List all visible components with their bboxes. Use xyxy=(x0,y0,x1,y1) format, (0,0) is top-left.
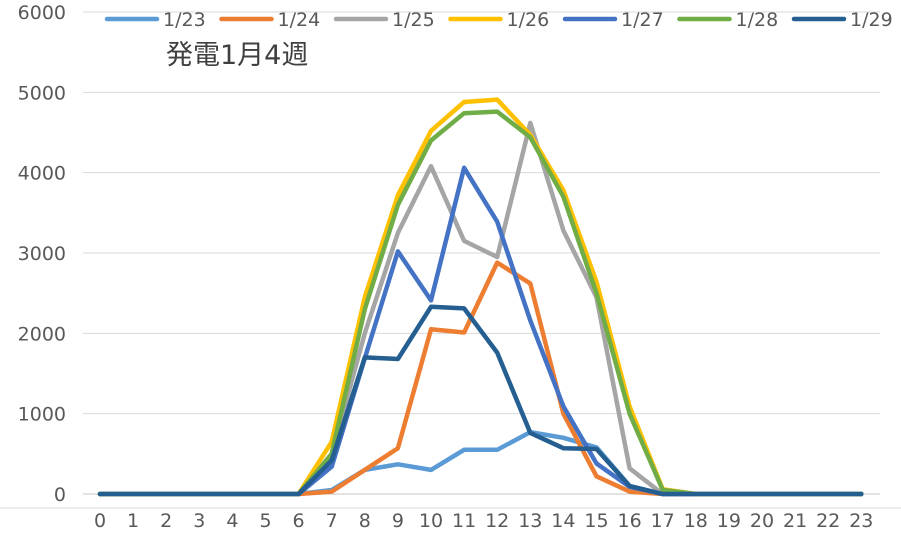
x-tick-label: 5 xyxy=(259,510,271,532)
y-tick-label: 0 xyxy=(54,484,66,506)
x-tick-label: 19 xyxy=(717,510,741,532)
y-tick-label: 3000 xyxy=(18,243,66,265)
x-tick-label: 21 xyxy=(783,510,807,532)
y-tick-label: 5000 xyxy=(18,82,66,104)
y-tick-label: 2000 xyxy=(18,323,66,345)
x-tick-label: 15 xyxy=(584,510,608,532)
x-tick-label: 8 xyxy=(359,510,371,532)
x-tick-label: 7 xyxy=(326,510,338,532)
y-tick-label: 4000 xyxy=(18,163,66,185)
x-tick-label: 14 xyxy=(551,510,575,532)
x-tick-label: 2 xyxy=(160,510,172,532)
x-tick-label: 22 xyxy=(816,510,840,532)
x-tick-label: 3 xyxy=(193,510,205,532)
legend-label: 1/27 xyxy=(621,9,664,31)
legend-label: 1/23 xyxy=(163,9,206,31)
x-tick-label: 11 xyxy=(452,510,476,532)
x-tick-label: 9 xyxy=(392,510,404,532)
legend: 1/23 1/24 1/25 1/26 1/27 1/28 1/29 xyxy=(104,9,893,31)
x-tick-label: 12 xyxy=(485,510,509,532)
legend-label: 1/25 xyxy=(392,9,435,31)
y-tick-label: 6000 xyxy=(18,2,66,24)
x-tick-label: 0 xyxy=(94,510,106,532)
series-lines xyxy=(97,97,864,497)
x-tick-label: 6 xyxy=(293,510,305,532)
legend-label: 1/28 xyxy=(736,9,779,31)
legend-label: 1/29 xyxy=(850,9,893,31)
legend-label: 1/24 xyxy=(278,9,321,31)
x-tick-label: 18 xyxy=(684,510,708,532)
x-tick-label: 16 xyxy=(618,510,642,532)
series-line-1-29 xyxy=(97,304,864,497)
chart-title: 発電1月4週 xyxy=(166,40,308,71)
legend-label: 1/26 xyxy=(507,9,550,31)
x-tick-label: 1 xyxy=(127,510,139,532)
y-tick-label: 1000 xyxy=(18,404,66,426)
x-tick-label: 23 xyxy=(849,510,873,532)
x-tick-label: 4 xyxy=(226,510,238,532)
x-tick-label: 17 xyxy=(651,510,675,532)
x-tick-label: 10 xyxy=(419,510,443,532)
x-tick-label: 13 xyxy=(518,510,542,532)
x-tick-label: 20 xyxy=(750,510,774,532)
